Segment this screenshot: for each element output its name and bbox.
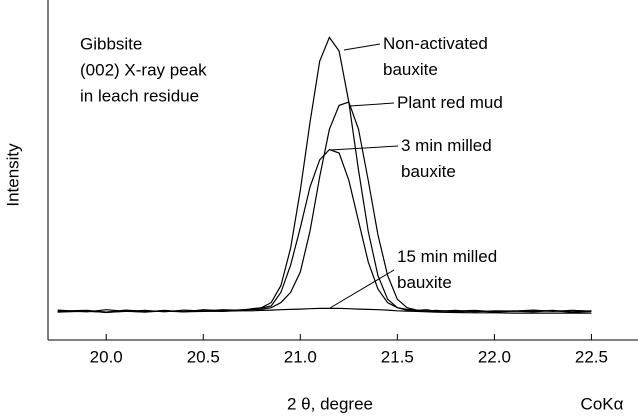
x-tick-label: 21.0	[284, 347, 317, 366]
series-label: Plant red mud	[397, 93, 503, 112]
x-axis-note: CoKα	[581, 394, 624, 413]
series-line	[57, 307, 592, 314]
annotation: Gibbsite	[80, 34, 142, 53]
leader-line	[349, 102, 395, 107]
series-label: 3 min milled bauxite	[401, 136, 492, 181]
y-axis-label: Intensity	[3, 143, 22, 207]
leader-line	[343, 43, 381, 51]
x-tick-label: 21.5	[381, 347, 414, 366]
x-tick-label: 22.0	[478, 347, 511, 366]
leader-line	[329, 145, 399, 151]
series-label: 15 min milled bauxite	[397, 247, 498, 292]
x-tick-label: 20.5	[187, 347, 220, 366]
leader-line	[329, 269, 395, 309]
x-tick-label: 20.0	[90, 347, 123, 366]
leader-lines	[329, 43, 399, 309]
annotation: (002) X-ray peak	[80, 60, 207, 79]
annotation: in leach residue	[80, 86, 199, 105]
series-label: Non-activated bauxite	[383, 34, 488, 79]
x-axis-label: 2 θ, degree	[287, 394, 373, 413]
x-tick-label: 22.5	[575, 347, 608, 366]
